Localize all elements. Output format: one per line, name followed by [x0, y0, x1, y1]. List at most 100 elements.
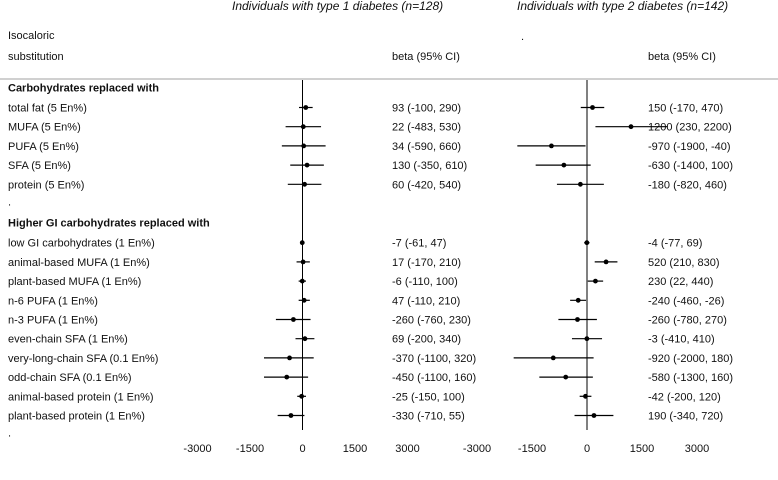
point-estimate-t2 — [583, 393, 588, 399]
ci-header-t2: beta (95% CI) — [648, 51, 716, 63]
ci-text-t1: 22 (-483, 530) — [392, 122, 461, 134]
ci-text-t1: 93 (-100, 290) — [392, 103, 461, 115]
point-estimate-t2 — [575, 317, 580, 322]
row-label: odd-chain SFA (0.1 En%) — [8, 372, 132, 384]
x-tick-label-1: 0 — [299, 443, 305, 455]
ci-text-t2: -3 (-410, 410) — [648, 334, 715, 346]
x-tick-label-1: -1500 — [236, 443, 264, 455]
ci-text-t1: 34 (-590, 660) — [392, 141, 461, 153]
section-title-2: Higher GI carbohydrates replaced with — [8, 218, 210, 230]
ci-text-t1: -330 (-710, 55) — [392, 411, 465, 423]
point-estimate-t2 — [584, 240, 590, 246]
ci-text-t1: 69 (-200, 340) — [392, 334, 461, 346]
panel-title-1: Individuals with type 1 diabetes (n=128) — [232, 0, 443, 13]
row-label: n-3 PUFA (1 En%) — [8, 315, 98, 327]
point-estimate-t2 — [561, 162, 567, 168]
x-tick-label-2: 0 — [584, 443, 590, 455]
point-estimate-t2 — [549, 143, 554, 149]
header-label-line1: Isocaloric — [8, 30, 55, 42]
ci-text-t2: 190 (-340, 720) — [648, 411, 723, 423]
point-estimate-t2 — [575, 297, 581, 303]
ci-text-t1: -450 (-1100, 160) — [392, 372, 476, 384]
section-trailer-2: . — [8, 428, 11, 440]
point-estimate-t2 — [563, 374, 569, 380]
row-label: protein (5 En%) — [8, 179, 84, 191]
point-estimate-t2 — [578, 181, 583, 187]
point-estimate-t1 — [300, 259, 306, 265]
ci-text-t1: -370 (-1100, 320) — [392, 353, 476, 365]
row-label: very-long-chain SFA (0.1 En%) — [8, 353, 158, 365]
ci-text-t2: -260 (-780, 270) — [648, 315, 727, 327]
row-label: PUFA (5 En%) — [8, 141, 79, 153]
row-label: animal-based MUFA (1 En%) — [8, 257, 150, 269]
ci-text-t1: 130 (-350, 610) — [392, 160, 467, 172]
ci-text-t1: 17 (-170, 210) — [392, 257, 461, 269]
row-label: SFA (5 En%) — [8, 160, 71, 172]
x-tick-label-1: -3000 — [183, 443, 211, 455]
row-label: total fat (5 En%) — [8, 103, 87, 115]
text-layer: Individuals with type 1 diabetes (n=128)… — [8, 0, 733, 455]
x-tick-label-2: -3000 — [463, 443, 491, 455]
point-estimate-t1 — [291, 317, 296, 322]
ci-text-t1: -25 (-150, 100) — [392, 391, 465, 403]
ci-text-t2: -42 (-200, 120) — [648, 391, 721, 403]
section-trailer-1: . — [8, 197, 11, 209]
ci-text-t1: -6 (-110, 100) — [392, 276, 458, 288]
point-estimate-t1 — [299, 278, 305, 284]
ci-text-t2: 520 (210, 830) — [648, 257, 720, 269]
point-estimate-t1 — [288, 413, 294, 418]
row-label: n-6 PUFA (1 En%) — [8, 295, 98, 307]
point-estimate-t2 — [550, 355, 556, 361]
ci-text-t2: -970 (-1900, -40) — [648, 141, 731, 153]
ci-text-t2: -180 (-820, 460) — [648, 179, 727, 191]
row-label: even-chain SFA (1 En%) — [8, 334, 128, 346]
panel-title-2: Individuals with type 2 diabetes (n=142) — [517, 0, 728, 13]
ci-text-t1: -260 (-760, 230) — [392, 315, 471, 327]
point-estimate-t2 — [593, 278, 598, 284]
ci-header-t1: beta (95% CI) — [392, 51, 460, 63]
grid-lines-layer — [0, 78, 778, 430]
ci-text-t1: 60 (-420, 540) — [392, 179, 461, 191]
point-estimate-t1 — [300, 124, 306, 130]
point-estimate-t1 — [303, 105, 309, 110]
header-stray-mark: . — [521, 31, 524, 43]
point-estimate-t2 — [584, 336, 590, 342]
x-tick-label-1: 3000 — [395, 443, 419, 455]
ci-text-t2: 1200 (230, 2200) — [648, 122, 732, 134]
point-estimate-t1 — [302, 336, 308, 342]
row-label: plant-based MUFA (1 En%) — [8, 276, 141, 288]
x-tick-label-2: 1500 — [630, 443, 654, 455]
section-title-1: Carbohydrates replaced with — [8, 83, 159, 95]
ci-text-t2: -240 (-460, -26) — [648, 295, 724, 307]
ci-text-t2: -630 (-1400, 100) — [648, 160, 733, 172]
row-label: MUFA (5 En%) — [8, 122, 81, 134]
ci-text-t2: 230 (22, 440) — [648, 276, 713, 288]
point-estimate-t2 — [603, 259, 609, 265]
header-label-line2: substitution — [8, 51, 64, 63]
point-estimate-t1 — [304, 162, 310, 168]
row-label: low GI carbohydrates (1 En%) — [8, 238, 155, 250]
row-label: animal-based protein (1 En%) — [8, 391, 154, 403]
point-estimate-t1 — [302, 181, 307, 187]
point-estimate-t2 — [628, 124, 634, 130]
ci-text-t2: -4 (-77, 69) — [648, 238, 702, 250]
x-tick-label-2: -1500 — [518, 443, 546, 455]
ci-text-t2: -580 (-1300, 160) — [648, 372, 733, 384]
ci-text-t1: -7 (-61, 47) — [392, 238, 446, 250]
point-estimate-t1 — [301, 297, 307, 303]
x-tick-label-1: 1500 — [343, 443, 367, 455]
marks-layer — [264, 105, 668, 418]
ci-text-t1: 47 (-110, 210) — [392, 295, 460, 307]
point-estimate-t1 — [299, 393, 305, 399]
point-estimate-t1 — [284, 374, 290, 380]
point-estimate-t1 — [301, 143, 307, 149]
point-estimate-t1 — [287, 355, 292, 361]
x-tick-label-2: 3000 — [685, 443, 709, 455]
ci-text-t2: 150 (-170, 470) — [648, 103, 723, 115]
point-estimate-t1 — [299, 240, 305, 246]
point-estimate-t2 — [591, 413, 597, 418]
point-estimate-t2 — [590, 105, 595, 110]
ci-text-t2: -920 (-2000, 180) — [648, 353, 733, 365]
row-label: plant-based protein (1 En%) — [8, 411, 145, 423]
